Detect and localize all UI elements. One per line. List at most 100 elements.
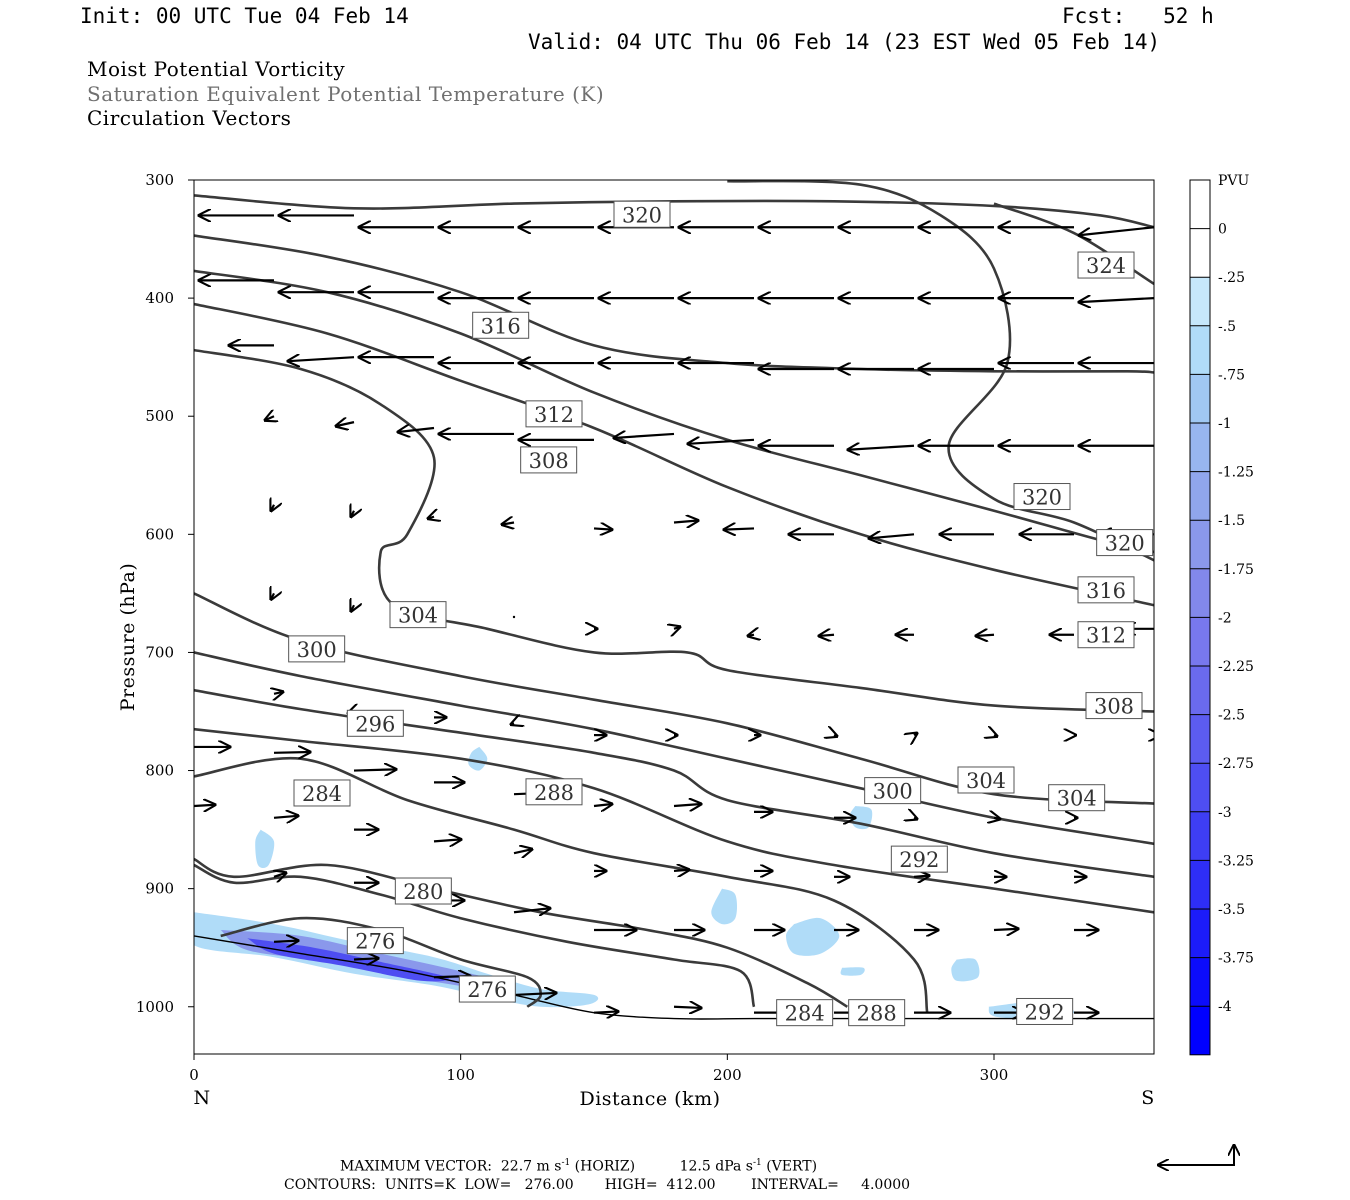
contour-labels: 320 324 316 312 308 320 320 316 312 308 304 300 296 3…	[288, 200, 1154, 1027]
vector-arrow	[265, 416, 274, 420]
colorbar-cell	[1190, 1006, 1210, 1055]
field-title-pv: Moist Potential Vorticity	[87, 57, 346, 81]
contour-label-text: 276	[355, 930, 395, 954]
contour-label-text: 300	[297, 638, 337, 662]
vector-arrow	[994, 818, 1000, 819]
contour-label-text: 296	[355, 712, 395, 736]
contour-label: 304	[1048, 784, 1106, 812]
vector-arrow	[398, 428, 435, 432]
x-tick-label: 200	[713, 1066, 742, 1084]
contour-label: 300	[864, 777, 922, 805]
colorbar-label: -2	[1218, 610, 1232, 626]
colorbar-label: -.75	[1218, 367, 1245, 383]
contour-288	[194, 727, 1154, 914]
max-vector-vert: 12.5 dPa s	[679, 1158, 753, 1175]
init-time: Init: 00 UTC Tue 04 Feb 14	[80, 4, 409, 28]
pv-colorbar: PVU 0 -.25 -.5 -.75 -1 -1.25 -1.5 -1.75 -2 -2.25 -2…	[1189, 173, 1254, 1056]
contour-label-text: 320	[1105, 532, 1145, 556]
y-tick-label: 500	[145, 407, 174, 425]
vector-arrow	[433, 839, 461, 841]
vector-arrow	[513, 993, 556, 995]
contour-label: 320	[613, 200, 671, 228]
pv-region	[786, 917, 840, 956]
contour-316	[194, 234, 1154, 374]
y-tick-label: 900	[145, 880, 174, 898]
endpoint-south: S	[1141, 1087, 1155, 1109]
contour-label: 316	[1077, 576, 1135, 604]
vector-arrow	[273, 816, 298, 818]
contour-324	[993, 202, 1154, 285]
colorbar-cell	[1190, 471, 1210, 521]
contour-label: 280	[394, 877, 452, 905]
contour-label-text: 292	[1025, 1000, 1065, 1024]
vector-arrow	[673, 1007, 701, 1008]
colorbar-title: PVU	[1218, 173, 1250, 189]
vector-arrow	[273, 941, 298, 942]
contour-label-text: 316	[1086, 579, 1126, 603]
contour-320	[194, 194, 1154, 229]
y-tick-label: 800	[145, 762, 174, 780]
contour-label: 320	[1096, 529, 1154, 557]
vector-arrow	[336, 422, 355, 426]
vector-arrow	[271, 593, 274, 599]
colorbar-cell	[1190, 957, 1210, 1007]
vector-arrow	[848, 446, 915, 450]
contour-284	[194, 756, 929, 1014]
reference-vector-icon	[1158, 1145, 1234, 1166]
vector-arrow	[914, 818, 917, 819]
pv-region	[468, 746, 488, 771]
contour-label-text: 316	[481, 314, 521, 338]
colorbar-cell	[1190, 714, 1210, 764]
contour-label: 284	[293, 779, 351, 807]
contour-label-text: 320	[1022, 486, 1062, 510]
contour-label-text: 324	[1086, 254, 1126, 278]
contour-label: 320	[1013, 483, 1071, 511]
pv-region	[951, 958, 980, 982]
contour-label: 316	[472, 311, 530, 339]
colorbar-cell	[1190, 666, 1210, 715]
vector-arrow	[976, 635, 995, 636]
colorbar-cell	[1190, 277, 1210, 326]
vector-arrow	[274, 873, 286, 877]
max-vector-line: MAXIMUM VECTOR: 22.7 m s-1 (HORIZ) 12.5 …	[340, 1158, 817, 1175]
vector-arrow	[511, 723, 514, 724]
max-vector-label: MAXIMUM VECTOR:	[340, 1158, 492, 1175]
colorbar-label: -2.25	[1218, 659, 1254, 675]
vector-arrow	[593, 528, 612, 529]
contour-label-text: 280	[403, 880, 443, 904]
vector-arrow	[513, 908, 550, 912]
circulation-vectors	[194, 215, 1154, 1012]
contour-label: 300	[288, 635, 346, 663]
contour-label: 276	[458, 975, 516, 1003]
valid-time: Valid: 04 UTC Thu 06 Feb 14 (23 EST Wed …	[528, 30, 1161, 54]
vector-arrow	[593, 1011, 618, 1012]
colorbar-label: -4	[1218, 999, 1232, 1015]
colorbar-cell	[1190, 860, 1210, 909]
colorbar-label: -1.75	[1218, 562, 1254, 578]
vector-arrow	[194, 805, 215, 806]
vector-arrow	[819, 635, 835, 636]
contour-312	[194, 302, 1154, 607]
vector-arrow	[914, 733, 917, 735]
contour-316	[194, 269, 1154, 554]
terrain-line	[194, 935, 1154, 1020]
contour-label-text: 320	[622, 203, 662, 227]
x-tick-label: 300	[980, 1066, 1009, 1084]
vector-arrow	[288, 357, 355, 361]
colorbar-label: -3.5	[1218, 902, 1245, 918]
contour-label: 308	[520, 446, 578, 474]
contour-label-text: 304	[398, 604, 438, 628]
vector-arrow	[834, 735, 837, 736]
y-tick-label: 300	[145, 171, 174, 189]
contour-label: 292	[1016, 997, 1074, 1025]
vector-arrow	[1079, 226, 1154, 235]
contour-label: 304	[389, 601, 447, 629]
contour-label-text: 284	[302, 782, 342, 806]
endpoint-north: N	[193, 1087, 210, 1109]
vector-arrow	[748, 635, 754, 636]
contour-label-text: 300	[873, 780, 913, 804]
contour-label: 312	[525, 400, 583, 428]
contour-label: 284	[776, 999, 834, 1027]
y-tick-label: 600	[145, 525, 174, 543]
